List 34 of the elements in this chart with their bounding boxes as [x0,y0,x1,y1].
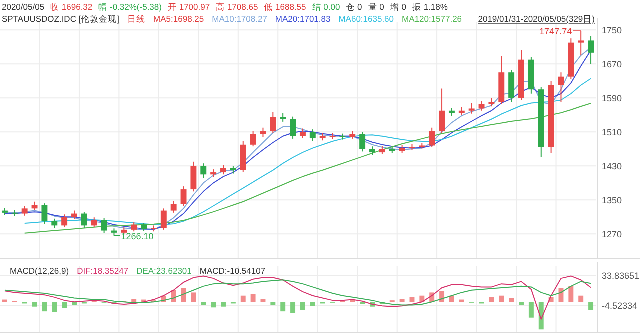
text: 振 1.18% [412,2,448,12]
chart-title: MACD(12,26,9) [10,266,70,276]
annotation: DIF:18.35247 [77,266,129,276]
y-tick-label: 1510 [602,128,622,138]
y-tick-label: 1590 [602,94,622,104]
text: 量 0 [368,2,385,12]
annotation: 1747.74 [540,26,572,37]
text: 2020/05/05 [2,2,45,12]
y-tick-label: 1270 [602,230,622,240]
annotation: MA5:1698.25 [154,14,204,24]
y-tick-label: 1430 [602,162,622,172]
annotation: SPTAUUSDOZ.IDC [伦敦金现] [2,14,120,24]
y-tick-label: 1750 [602,26,622,36]
text: 增 0 [389,2,407,12]
annotation: MA120:1577.26 [402,14,462,24]
annotation: MA20:1701.83 [275,14,331,24]
y-tick-label: 1670 [602,60,622,70]
annotation: MA10:1708.27 [212,14,268,24]
text: 低 1688.55 [264,2,307,12]
text: 高 1708.65 [216,2,258,12]
text: 结 0.00 [312,2,340,12]
y-tick-label: 33.83651 [602,271,640,282]
annotation: 2019/01/31-2020/05/05(329日) [478,14,596,24]
text: 收 1696.32 [50,2,93,12]
annotation: 日线 [128,14,146,24]
text: 开 1700.97 [168,2,210,12]
text: 仓 0 [346,2,363,12]
annotation: MA60:1635.60 [338,14,394,24]
y-tick-label: -4.52334 [602,301,638,312]
text: 幅 -0.32%(-5.38) [98,2,162,12]
annotation: DEA:23.62301 [136,266,192,276]
annotation: MACD:-10.54107 [200,266,266,276]
y-tick-label: 1350 [602,196,622,206]
annotation: 1266.10 [121,231,154,242]
